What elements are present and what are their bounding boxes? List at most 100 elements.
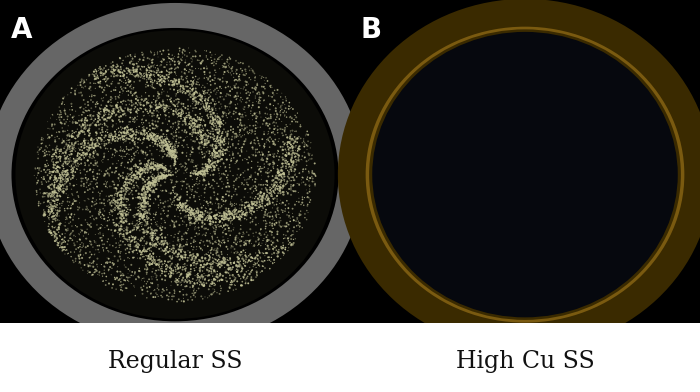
Point <box>223 136 235 142</box>
Point <box>88 271 99 278</box>
Point <box>279 127 290 133</box>
Point <box>106 154 118 161</box>
Point <box>110 135 121 142</box>
Point <box>79 117 90 123</box>
Point <box>132 107 143 114</box>
Point <box>145 230 156 237</box>
Point <box>185 217 196 223</box>
Point <box>165 204 176 210</box>
Point <box>149 174 160 180</box>
Point <box>137 52 148 58</box>
Point <box>138 226 149 232</box>
Point <box>46 204 57 210</box>
Point <box>128 62 139 68</box>
Point <box>280 232 291 238</box>
Point <box>268 153 279 159</box>
Point <box>155 72 167 78</box>
Point <box>51 192 62 199</box>
Point <box>135 236 146 242</box>
Point <box>120 176 132 182</box>
Point <box>158 104 169 111</box>
Point <box>116 202 127 209</box>
Point <box>37 194 48 200</box>
Point <box>39 162 50 168</box>
Point <box>223 182 234 189</box>
Point <box>148 250 160 257</box>
Point <box>205 111 216 118</box>
Point <box>104 197 115 203</box>
Point <box>204 148 215 154</box>
Point <box>276 146 288 152</box>
Point <box>137 204 148 210</box>
Point <box>161 266 172 272</box>
Point <box>201 63 212 69</box>
Point <box>108 110 120 116</box>
Point <box>150 135 162 142</box>
Point <box>201 199 212 205</box>
Point <box>277 100 288 106</box>
Point <box>270 212 281 219</box>
Point <box>76 92 88 98</box>
Point <box>44 210 55 216</box>
Point <box>239 252 251 258</box>
Point <box>68 159 79 165</box>
Point <box>308 179 319 185</box>
Point <box>133 164 144 171</box>
Point <box>149 136 160 142</box>
Point <box>269 195 280 201</box>
Point <box>60 169 71 175</box>
Point <box>54 181 65 187</box>
Point <box>97 98 108 104</box>
Point <box>172 203 183 210</box>
Point <box>157 134 168 140</box>
Point <box>153 163 164 169</box>
Point <box>74 256 85 262</box>
Point <box>153 90 164 96</box>
Point <box>196 140 207 146</box>
Point <box>89 202 100 208</box>
Point <box>195 131 206 138</box>
Point <box>135 238 146 244</box>
Point <box>216 140 227 146</box>
Point <box>80 142 91 149</box>
Point <box>218 142 230 148</box>
Point <box>283 161 294 167</box>
Point <box>88 144 99 151</box>
Point <box>92 152 104 158</box>
Point <box>176 205 187 211</box>
Point <box>153 169 164 175</box>
Point <box>185 212 196 219</box>
Point <box>167 294 178 300</box>
Point <box>130 68 141 74</box>
Point <box>253 140 265 147</box>
Point <box>99 178 111 184</box>
Point <box>220 150 231 156</box>
Point <box>114 226 125 232</box>
Point <box>208 225 219 231</box>
Point <box>125 53 136 60</box>
Point <box>172 101 183 107</box>
Point <box>175 56 186 62</box>
Point <box>83 231 94 237</box>
Point <box>110 133 121 140</box>
Point <box>158 164 169 170</box>
Point <box>276 118 287 125</box>
Point <box>287 145 298 152</box>
Point <box>55 193 66 200</box>
Point <box>76 175 87 181</box>
Point <box>230 275 241 281</box>
Point <box>76 123 87 129</box>
Point <box>108 110 120 116</box>
Point <box>183 144 194 151</box>
Point <box>166 265 177 272</box>
Point <box>279 142 290 148</box>
Point <box>90 141 101 147</box>
Point <box>148 179 159 185</box>
Point <box>187 87 198 93</box>
Point <box>139 127 150 133</box>
Point <box>88 69 99 75</box>
Point <box>219 135 230 141</box>
Point <box>227 212 238 218</box>
Point <box>216 138 228 144</box>
Point <box>120 139 132 145</box>
